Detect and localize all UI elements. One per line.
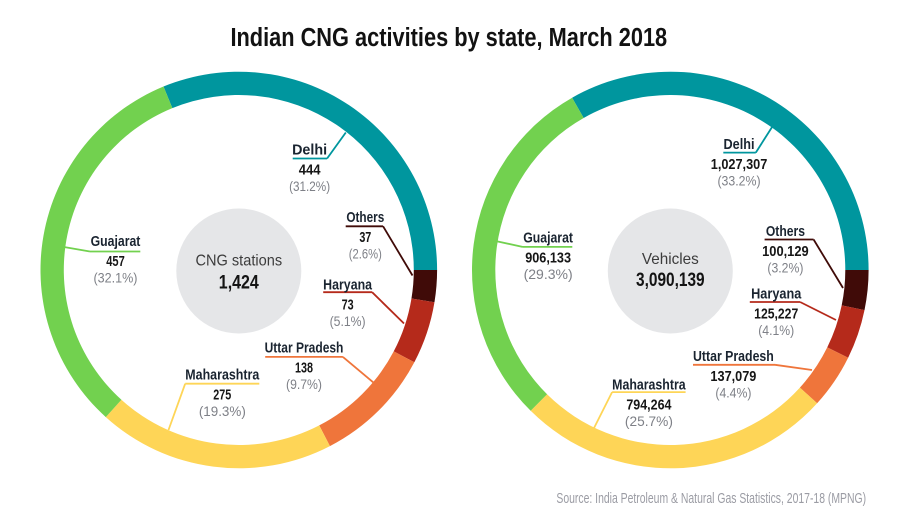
- svg-text:(3.2%): (3.2%): [767, 260, 803, 276]
- svg-text:Uttar Pradesh: Uttar Pradesh: [265, 339, 344, 356]
- svg-text:Delhi: Delhi: [292, 142, 327, 158]
- svg-text:275: 275: [213, 386, 231, 403]
- svg-text:Haryana: Haryana: [323, 276, 372, 292]
- svg-text:(25.7%): (25.7%): [625, 413, 673, 429]
- svg-text:Source: India Petroleum & Natu: Source: India Petroleum & Natural Gas St…: [556, 489, 866, 506]
- svg-text:(31.2%): (31.2%): [289, 178, 330, 194]
- svg-text:(29.3%): (29.3%): [524, 266, 573, 282]
- svg-text:Vehicles: Vehicles: [642, 251, 699, 268]
- svg-text:Guajarat: Guajarat: [91, 233, 141, 249]
- svg-text:Others: Others: [346, 209, 384, 226]
- svg-text:794,264: 794,264: [626, 396, 671, 412]
- svg-text:(32.1%): (32.1%): [94, 270, 138, 286]
- svg-text:(33.2%): (33.2%): [717, 173, 760, 189]
- svg-text:Others: Others: [766, 223, 806, 239]
- svg-text:Maharashtra: Maharashtra: [185, 366, 259, 382]
- svg-text:(2.6%): (2.6%): [349, 246, 382, 261]
- svg-text:Haryana: Haryana: [751, 284, 801, 301]
- svg-text:906,133: 906,133: [525, 248, 571, 265]
- svg-text:(4.1%): (4.1%): [758, 322, 794, 338]
- svg-text:(5.1%): (5.1%): [330, 313, 366, 329]
- svg-text:(9.7%): (9.7%): [286, 376, 322, 392]
- svg-text:Maharashtra: Maharashtra: [612, 376, 686, 392]
- svg-text:457: 457: [106, 253, 124, 270]
- svg-text:1,027,307: 1,027,307: [711, 155, 768, 172]
- svg-text:37: 37: [359, 228, 371, 245]
- svg-text:(19.3%): (19.3%): [199, 404, 246, 419]
- svg-text:(4.4%): (4.4%): [715, 385, 751, 401]
- svg-text:138: 138: [295, 359, 313, 376]
- svg-text:Uttar Pradesh: Uttar Pradesh: [693, 348, 774, 364]
- svg-text:1,424: 1,424: [219, 271, 259, 293]
- svg-text:137,079: 137,079: [710, 367, 756, 384]
- svg-text:444: 444: [299, 161, 321, 178]
- svg-text:CNG stations: CNG stations: [195, 252, 282, 270]
- svg-text:Guajarat: Guajarat: [523, 229, 573, 245]
- svg-text:Indian CNG activities by state: Indian CNG activities by state, March 20…: [230, 23, 667, 52]
- svg-text:73: 73: [342, 296, 354, 313]
- svg-text:3,090,139: 3,090,139: [636, 268, 705, 290]
- svg-text:100,129: 100,129: [762, 242, 809, 259]
- svg-text:Delhi: Delhi: [724, 135, 755, 152]
- svg-text:125,227: 125,227: [754, 305, 798, 321]
